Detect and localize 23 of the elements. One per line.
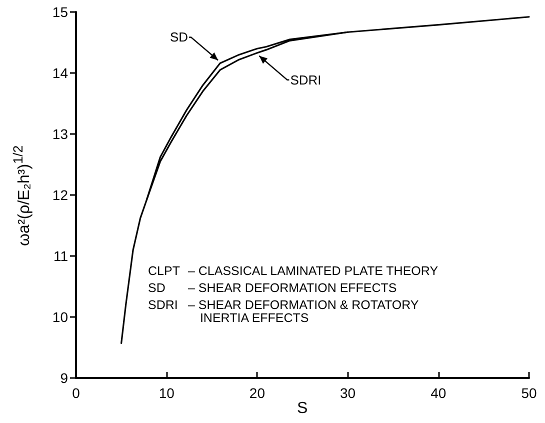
annotation: – CLASSICAL LAMINATED PLATE THEORY <box>188 264 438 278</box>
y-tick-label: 15 <box>52 4 68 20</box>
text: SDRI <box>290 72 322 88</box>
annotation: INERTIA EFFECTS <box>198 311 310 325</box>
annotation: – SHEAR DEFORMATION & ROTATORY <box>188 298 420 312</box>
annotation: – SHEAR DEFORMATION EFFECTS <box>188 281 398 295</box>
x-tick-label: 40 <box>430 385 446 401</box>
x-tick-label: 30 <box>340 385 356 401</box>
y-tick-label: 10 <box>52 309 68 325</box>
x-axis-title: S <box>297 400 308 418</box>
x-tick-label: 20 <box>249 385 266 401</box>
annotation: SDRI <box>148 298 179 312</box>
text: SD <box>170 30 188 45</box>
x-tick-label: 50 <box>521 385 537 401</box>
annotation: CLPT <box>148 264 180 278</box>
x-tick-label: 10 <box>158 385 175 401</box>
y-tick-label: 11 <box>53 248 68 264</box>
y-tick-label: 14 <box>52 65 68 81</box>
y-tick-label: 13 <box>52 126 68 142</box>
x-tick-label: 0 <box>72 385 80 401</box>
y-tick-label: 12 <box>52 187 68 203</box>
annotation: SD <box>148 281 166 295</box>
y-tick-label: 9 <box>60 370 68 386</box>
